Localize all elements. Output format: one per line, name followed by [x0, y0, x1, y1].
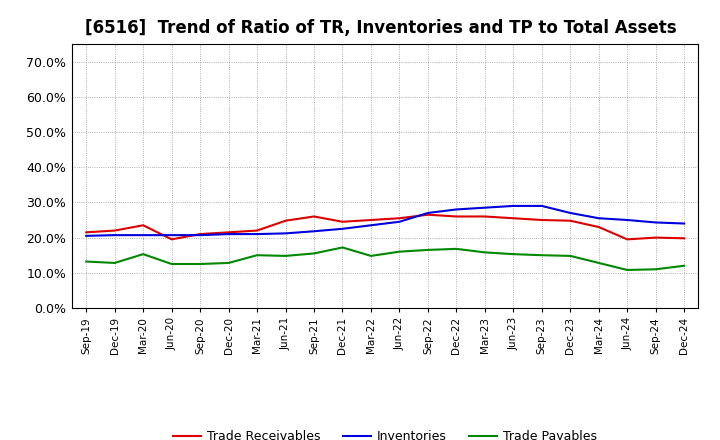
- Trade Receivables: [452, 214, 461, 219]
- Trade Payables: [509, 252, 518, 257]
- Trade Payables: [139, 252, 148, 257]
- Trade Receivables: [139, 223, 148, 228]
- Trade Payables: [338, 245, 347, 250]
- Trade Payables: [537, 253, 546, 258]
- Trade Receivables: [537, 217, 546, 223]
- Legend: Trade Receivables, Inventories, Trade Payables: Trade Receivables, Inventories, Trade Pa…: [168, 425, 602, 440]
- Trade Payables: [225, 260, 233, 266]
- Trade Receivables: [480, 214, 489, 219]
- Trade Receivables: [310, 214, 318, 219]
- Inventories: [366, 223, 375, 228]
- Trade Receivables: [366, 217, 375, 223]
- Trade Payables: [196, 261, 204, 267]
- Trade Payables: [566, 253, 575, 259]
- Trade Payables: [282, 253, 290, 259]
- Trade Receivables: [652, 235, 660, 240]
- Trade Payables: [253, 253, 261, 258]
- Trade Receivables: [110, 228, 119, 233]
- Inventories: [82, 233, 91, 238]
- Trade Payables: [366, 253, 375, 259]
- Inventories: [110, 232, 119, 238]
- Inventories: [338, 226, 347, 231]
- Trade Payables: [310, 251, 318, 256]
- Trade Receivables: [282, 218, 290, 224]
- Inventories: [452, 207, 461, 212]
- Trade Receivables: [253, 228, 261, 233]
- Line: Inventories: Inventories: [86, 206, 684, 236]
- Text: [6516]  Trend of Ratio of TR, Inventories and TP to Total Assets: [6516] Trend of Ratio of TR, Inventories…: [84, 19, 676, 37]
- Inventories: [282, 231, 290, 236]
- Trade Receivables: [509, 216, 518, 221]
- Trade Payables: [110, 260, 119, 266]
- Trade Payables: [595, 260, 603, 266]
- Inventories: [395, 219, 404, 224]
- Trade Payables: [452, 246, 461, 252]
- Inventories: [139, 232, 148, 238]
- Inventories: [423, 210, 432, 216]
- Inventories: [537, 203, 546, 209]
- Inventories: [167, 232, 176, 238]
- Trade Receivables: [423, 212, 432, 217]
- Inventories: [509, 203, 518, 209]
- Trade Receivables: [167, 237, 176, 242]
- Trade Receivables: [196, 231, 204, 237]
- Trade Payables: [395, 249, 404, 254]
- Inventories: [480, 205, 489, 210]
- Trade Payables: [652, 267, 660, 272]
- Inventories: [253, 231, 261, 237]
- Trade Receivables: [566, 218, 575, 224]
- Inventories: [652, 220, 660, 225]
- Inventories: [680, 221, 688, 226]
- Inventories: [595, 216, 603, 221]
- Trade Payables: [680, 263, 688, 268]
- Trade Payables: [82, 259, 91, 264]
- Inventories: [623, 217, 631, 223]
- Line: Trade Payables: Trade Payables: [86, 247, 684, 270]
- Inventories: [310, 229, 318, 234]
- Trade Payables: [623, 268, 631, 273]
- Trade Receivables: [338, 219, 347, 224]
- Inventories: [225, 231, 233, 237]
- Line: Trade Receivables: Trade Receivables: [86, 215, 684, 239]
- Trade Receivables: [82, 230, 91, 235]
- Trade Receivables: [680, 236, 688, 241]
- Inventories: [566, 210, 575, 216]
- Trade Receivables: [623, 237, 631, 242]
- Inventories: [196, 232, 204, 238]
- Trade Receivables: [595, 224, 603, 230]
- Trade Receivables: [225, 230, 233, 235]
- Trade Payables: [423, 247, 432, 253]
- Trade Receivables: [395, 216, 404, 221]
- Trade Payables: [167, 261, 176, 267]
- Trade Payables: [480, 250, 489, 255]
